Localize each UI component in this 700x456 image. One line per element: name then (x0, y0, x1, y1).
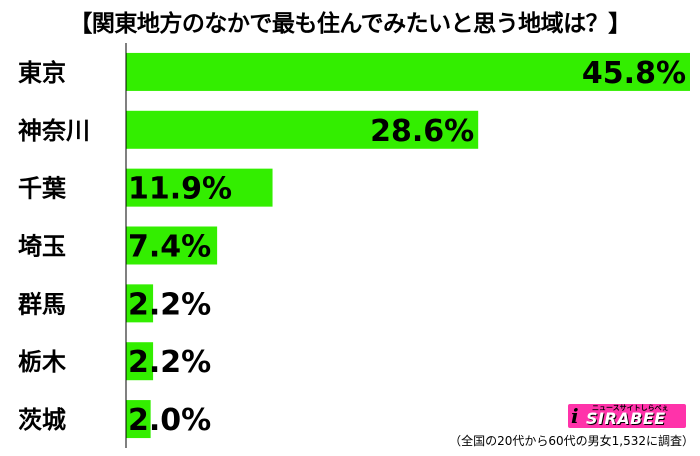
bar (126, 168, 273, 207)
bar (126, 284, 154, 323)
bar (126, 342, 154, 381)
value-label: 11.9% (128, 172, 232, 207)
category-label: 群馬 (18, 290, 66, 318)
category-label: 埼玉 (18, 233, 66, 261)
logo-text: SIRABEE (586, 409, 666, 428)
bar (126, 110, 479, 149)
category-label: 千葉 (18, 175, 67, 203)
chart-title: 【関東地方のなかで最も住んでみたいと思う地域は？】 (69, 11, 631, 37)
bar (126, 52, 690, 91)
bar (126, 400, 151, 439)
value-label: 28.6% (370, 114, 474, 149)
value-label: 45.8% (582, 56, 686, 91)
category-label: 茨城 (18, 406, 66, 434)
logo-tagline: ニュースサイトしらべぇ (592, 404, 669, 412)
survey-footnote: （全国の20代から60代の男女1,532に調査） (449, 434, 694, 448)
value-label: 2.2% (128, 345, 211, 380)
category-label: 神奈川 (18, 117, 90, 145)
category-label: 東京 (18, 59, 66, 87)
bar (126, 226, 218, 265)
value-label: 2.2% (128, 287, 211, 322)
category-label: 栃木 (18, 348, 67, 376)
value-label: 2.0% (128, 403, 211, 438)
logo-mark: i (571, 404, 579, 428)
value-label: 7.4% (128, 230, 211, 265)
sirabee-logo: i ニュースサイトしらべぇ SIRABEE (568, 404, 686, 428)
